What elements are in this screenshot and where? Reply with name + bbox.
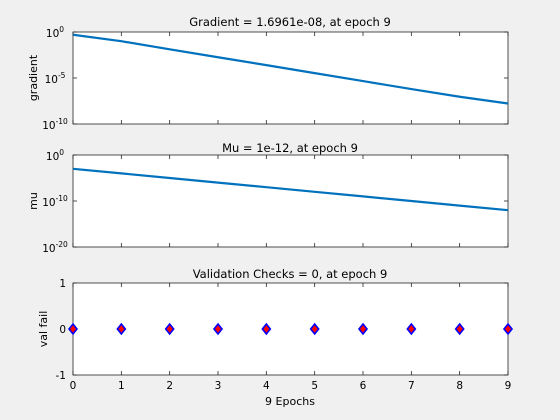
- validation-marker: [309, 322, 320, 336]
- mu-line: [72, 167, 509, 212]
- mu-plot-area: [72, 154, 509, 248]
- validation-xtick-label: 3: [215, 380, 222, 392]
- gradient-title: Gradient = 1.6961e-08, at epoch 9: [189, 15, 391, 29]
- validation-ytick-label: -1: [56, 370, 66, 382]
- gradient-series: [72, 33, 509, 105]
- validation-xtick-label: 6: [360, 380, 367, 392]
- validation-panel: Validation Checks = 0, at epoch 9 val fa…: [37, 267, 514, 408]
- validation-xtick-label: 0: [70, 380, 77, 392]
- validation-marker: [67, 322, 79, 336]
- validation-marker: [502, 322, 514, 336]
- gradient-line: [72, 33, 509, 105]
- validation-xlabel: 9 Epochs: [265, 395, 315, 408]
- validation-xtick-label: 8: [456, 380, 463, 392]
- validation-title: Validation Checks = 0, at epoch 9: [193, 267, 388, 281]
- validation-ylabel: val fail: [37, 311, 50, 348]
- validation-marker: [212, 322, 224, 336]
- gradient-panel: Gradient = 1.6961e-08, at epoch 9 gradie…: [27, 15, 509, 132]
- validation-marker: [454, 322, 465, 336]
- validation-ytick-label: 0: [59, 324, 66, 336]
- validation-marker: [357, 322, 369, 336]
- validation-marker: [261, 322, 272, 336]
- mu-series: [72, 167, 509, 212]
- validation-xtick-label: 7: [408, 380, 415, 392]
- mu-ylabel: mu: [27, 192, 40, 210]
- validation-ytick-label: 1: [59, 278, 66, 290]
- validation-xtick-label: 4: [263, 380, 270, 392]
- validation-marker: [164, 322, 175, 336]
- validation-plot-area: [72, 282, 509, 376]
- validation-ticks: 0 1 2 3 4 5 6 7 8 9 -1 0 1: [56, 278, 512, 392]
- validation-marker: [406, 322, 417, 336]
- mu-title: Mu = 1e-12, at epoch 9: [222, 141, 358, 155]
- validation-marker: [116, 322, 127, 336]
- gradient-ylabel: gradient: [27, 54, 40, 101]
- validation-markers: [67, 322, 514, 336]
- validation-xtick-label: 1: [118, 380, 125, 392]
- validation-xtick-label: 5: [311, 380, 318, 392]
- validation-xtick-label: 9: [505, 380, 512, 392]
- validation-xtick-label: 2: [166, 380, 173, 392]
- gradient-plot-area: [72, 31, 509, 125]
